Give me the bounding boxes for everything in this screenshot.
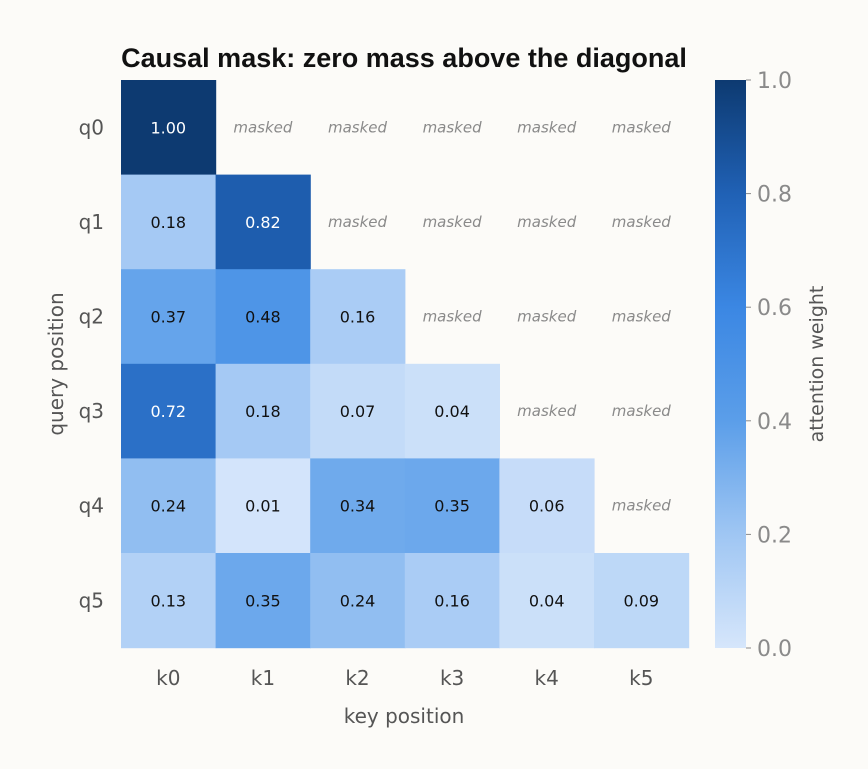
cell-value-label-q5-k2: 0.24 — [340, 591, 376, 610]
colorbar — [715, 80, 746, 648]
heatmap-cell-q1-k0 — [121, 174, 217, 270]
masked-cell-label-q1-k4: masked — [517, 213, 577, 231]
chart-title: Causal mask: zero mass above the diagona… — [121, 43, 687, 73]
masked-cell-label-q4-k5: masked — [612, 497, 672, 515]
cell-value-label-q4-k1: 0.01 — [245, 497, 281, 516]
x-tick-label-k1: k1 — [251, 666, 275, 690]
cell-value-label-q5-k0: 0.13 — [150, 591, 186, 610]
masked-cell-label-q1-k5: masked — [612, 213, 672, 231]
y-tick-label-q0: q0 — [79, 115, 104, 139]
cell-value-label-q3-k0: 0.72 — [150, 402, 186, 421]
heatmap-cell-q3-k0 — [121, 363, 217, 459]
cell-value-label-q2-k1: 0.48 — [245, 308, 281, 327]
masked-cell-label-q0-k1: masked — [233, 118, 293, 136]
heatmap-cell-q5-k4 — [499, 553, 595, 649]
cell-value-label-q4-k4: 0.06 — [529, 497, 565, 516]
y-tick-label-q2: q2 — [79, 305, 104, 329]
heatmap-cell-q4-k4 — [499, 458, 595, 554]
masked-cell-label-q1-k3: masked — [423, 213, 483, 231]
heatmap-cells: 1.00 masked masked masked masked masked 0.18 0.… — [121, 80, 690, 649]
cell-value-label-q4-k2: 0.34 — [340, 497, 376, 516]
heatmap-cell-q2-k0 — [121, 269, 217, 365]
colorbar-tick-label: 0.4 — [757, 410, 792, 435]
cell-value-label-q5-k1: 0.35 — [245, 591, 281, 610]
heatmap-cell-q4-k0 — [121, 458, 217, 554]
colorbar-tick-label: 0.6 — [757, 296, 792, 321]
heatmap-cell-q4-k1 — [215, 458, 311, 554]
heatmap-cell-q3-k2 — [310, 363, 406, 459]
heatmap-cell-q5-k5 — [594, 553, 690, 649]
cell-value-label-q1-k0: 0.18 — [150, 213, 186, 232]
x-axis-label: key position — [344, 704, 465, 728]
y-tick-label-q4: q4 — [79, 494, 104, 518]
heatmap-cell-q4-k2 — [310, 458, 406, 554]
y-tick-label-q1: q1 — [79, 210, 104, 234]
cell-value-label-q4-k0: 0.24 — [150, 497, 186, 516]
x-axis-ticks: k0 k1 k2 k3 k4 k5 — [156, 666, 653, 690]
heatmap-cell-q5-k3 — [404, 553, 500, 649]
masked-cell-label-q1-k2: masked — [328, 213, 388, 231]
heatmap-cell-q2-k2 — [310, 269, 406, 365]
x-tick-label-k5: k5 — [629, 666, 653, 690]
cell-value-label-q5-k3: 0.16 — [434, 591, 470, 610]
masked-cell-label-q2-k3: masked — [423, 308, 483, 326]
cell-value-label-q4-k3: 0.35 — [434, 497, 470, 516]
heatmap-cell-q5-k1 — [215, 553, 311, 649]
y-tick-label-q3: q3 — [79, 399, 104, 423]
heatmap-cell-q3-k1 — [215, 363, 311, 459]
colorbar-tick-label: 1.0 — [757, 69, 792, 94]
colorbar-label: attention weight — [806, 286, 828, 443]
masked-cell-label-q2-k5: masked — [612, 308, 672, 326]
x-tick-label-k2: k2 — [345, 666, 369, 690]
cell-value-label-q3-k3: 0.04 — [434, 402, 470, 421]
y-axis-ticks: q0 q1 q2 q3 q4 q5 — [79, 115, 104, 612]
cell-value-label-q0-k0: 1.00 — [150, 118, 186, 137]
cell-value-label-q2-k0: 0.37 — [150, 308, 186, 327]
heatmap-cell-q0-k0 — [121, 80, 217, 176]
colorbar-tick-label: 0.0 — [757, 637, 792, 662]
colorbar-tick-label: 0.8 — [757, 183, 792, 208]
heatmap-cell-q4-k3 — [404, 458, 500, 554]
heatmap-cell-q5-k0 — [121, 553, 217, 649]
x-tick-label-k3: k3 — [440, 666, 464, 690]
cell-value-label-q3-k2: 0.07 — [340, 402, 376, 421]
masked-cell-label-q0-k3: masked — [423, 118, 483, 136]
colorbar-ticks: 0.0 0.2 0.4 0.6 0.8 1.0 — [746, 69, 792, 662]
cell-value-label-q5-k4: 0.04 — [529, 591, 565, 610]
y-axis-label: query position — [44, 292, 68, 435]
masked-cell-label-q0-k4: masked — [517, 118, 577, 136]
heatmap-cell-q3-k3 — [404, 363, 500, 459]
heatmap-cell-q5-k2 — [310, 553, 406, 649]
heatmap-cell-q2-k1 — [215, 269, 311, 365]
cell-value-label-q2-k2: 0.16 — [340, 308, 376, 327]
masked-cell-label-q3-k5: masked — [612, 402, 672, 420]
masked-cell-label-q0-k2: masked — [328, 118, 388, 136]
cell-value-label-q1-k1: 0.82 — [245, 213, 281, 232]
y-tick-label-q5: q5 — [79, 588, 104, 612]
masked-cell-label-q2-k4: masked — [517, 308, 577, 326]
x-tick-label-k0: k0 — [156, 666, 180, 690]
masked-cell-label-q0-k5: masked — [612, 118, 672, 136]
cell-value-label-q3-k1: 0.18 — [245, 402, 281, 421]
heatmap-cell-q1-k1 — [215, 174, 311, 270]
cell-value-label-q5-k5: 0.09 — [623, 591, 659, 610]
colorbar-tick-label: 0.2 — [757, 523, 792, 548]
x-tick-label-k4: k4 — [535, 666, 559, 690]
masked-cell-label-q3-k4: masked — [517, 402, 577, 420]
